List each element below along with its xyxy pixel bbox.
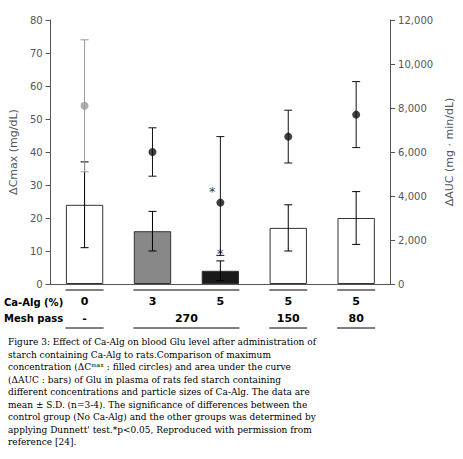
svg-text:20: 20: [30, 213, 43, 224]
svg-text:*: *: [217, 246, 224, 261]
svg-text:50: 50: [30, 114, 43, 125]
svg-text:Figure 3: Effect of Ca-Alg on: Figure 3: Effect of Ca-Alg on blood Glu …: [8, 337, 317, 347]
svg-text:80: 80: [349, 312, 365, 325]
svg-text:12,000: 12,000: [398, 15, 433, 26]
svg-text:starch containing Ca-Alg to ra: starch containing Ca-Alg to rats.Compari…: [8, 350, 271, 360]
svg-text:control group (No Ca-Alg) and: control group (No Ca-Alg) and the other …: [8, 412, 317, 422]
svg-text:(ΔAUC : bars) of Glu in plasma: (ΔAUC : bars) of Glu in plasma of rats f…: [8, 375, 281, 385]
svg-text:150: 150: [277, 312, 300, 325]
svg-text:40: 40: [30, 147, 43, 158]
svg-text:5: 5: [217, 295, 225, 308]
svg-text:80: 80: [30, 15, 43, 26]
svg-text:different concentrations and p: different concentrations and particle si…: [8, 387, 310, 397]
svg-text:-: -: [82, 312, 87, 325]
svg-text:mean ± S.D. (n=3-4). The signi: mean ± S.D. (n=3-4). The significance of…: [8, 400, 307, 410]
svg-text:*: *: [209, 184, 216, 199]
svg-text:10: 10: [30, 246, 43, 257]
svg-text:ΔAUC (mg · min/dL): ΔAUC (mg · min/dL): [443, 98, 456, 207]
svg-text:Mesh pass: Mesh pass: [4, 313, 63, 324]
svg-text:reference [24].: reference [24].: [8, 437, 76, 447]
svg-text:0: 0: [81, 295, 89, 308]
svg-text:70: 70: [30, 48, 43, 59]
svg-text:0: 0: [398, 279, 404, 290]
svg-text:30: 30: [30, 180, 43, 191]
svg-text:6,000: 6,000: [398, 147, 427, 158]
svg-text:8,000: 8,000: [398, 103, 427, 114]
svg-text:5: 5: [284, 295, 292, 308]
svg-text:applying Dunnett' test.*p<0.05: applying Dunnett' test.*p<0.05, Reproduc…: [8, 425, 312, 435]
svg-text:ΔCmax (mg/dL): ΔCmax (mg/dL): [7, 109, 20, 195]
svg-text:60: 60: [30, 81, 43, 92]
svg-text:4,000: 4,000: [398, 191, 427, 202]
svg-text:Ca-Alg (%): Ca-Alg (%): [4, 297, 63, 308]
svg-text:270: 270: [175, 312, 198, 325]
svg-text:concentration (ΔCᵐᵃˣ : filled: concentration (ΔCᵐᵃˣ : filled circles) a…: [8, 362, 291, 372]
svg-text:5: 5: [352, 295, 360, 308]
svg-text:0: 0: [36, 279, 42, 290]
svg-text:10,000: 10,000: [398, 59, 433, 70]
svg-text:2,000: 2,000: [398, 235, 427, 246]
svg-text:3: 3: [149, 295, 157, 308]
